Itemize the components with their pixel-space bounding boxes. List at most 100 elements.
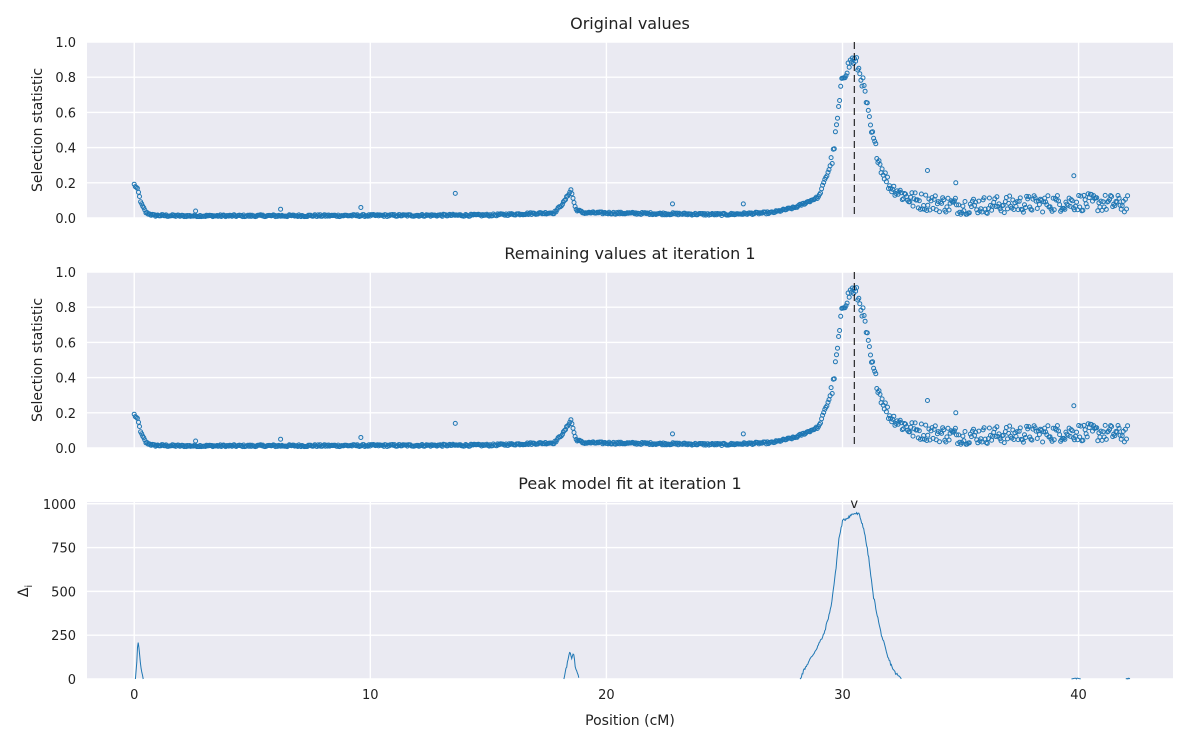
data-point xyxy=(941,427,947,433)
data-point xyxy=(1103,206,1109,212)
data-point xyxy=(994,424,1000,430)
data-point xyxy=(1014,429,1020,435)
x-tick-label: 30 xyxy=(834,688,851,703)
data-point xyxy=(956,202,962,208)
data-point xyxy=(873,141,879,147)
data-point xyxy=(1001,440,1007,446)
data-point xyxy=(871,135,877,141)
data-point xyxy=(960,203,966,209)
y-axis-label-symbol: Δ xyxy=(16,587,32,597)
data-point xyxy=(993,204,999,209)
fit-line xyxy=(563,651,580,680)
x-tick-label: 0 xyxy=(130,688,138,703)
data-point xyxy=(1000,432,1006,438)
data-point xyxy=(1024,193,1030,199)
data-point xyxy=(891,183,897,189)
data-point xyxy=(639,440,645,445)
data-point xyxy=(953,410,959,416)
data-point xyxy=(835,115,840,121)
data-point xyxy=(961,208,967,214)
data-point xyxy=(1020,209,1026,215)
data-point xyxy=(879,166,885,172)
data-point xyxy=(193,438,199,444)
data-point xyxy=(1000,202,1006,208)
data-point xyxy=(1017,425,1023,431)
data-point xyxy=(925,432,931,438)
data-point xyxy=(951,198,957,204)
fit-line xyxy=(799,511,902,680)
data-point xyxy=(909,420,915,426)
data-point xyxy=(1076,423,1082,428)
data-point xyxy=(1122,196,1128,202)
fit-line xyxy=(1125,677,1131,680)
data-point xyxy=(898,190,904,196)
data-point xyxy=(872,138,878,144)
data-point xyxy=(844,300,850,306)
data-point xyxy=(862,318,868,324)
data-point xyxy=(1022,432,1027,438)
data-point xyxy=(910,203,916,209)
data-point xyxy=(907,429,913,435)
data-point xyxy=(1061,205,1067,211)
data-point xyxy=(566,192,572,198)
y-tick-label: 750 xyxy=(51,542,76,557)
data-point xyxy=(1071,173,1077,179)
x-tick-label: 20 xyxy=(598,688,615,703)
data-point xyxy=(452,420,458,426)
data-point xyxy=(870,359,876,365)
data-point xyxy=(924,167,930,173)
data-point xyxy=(1043,199,1049,205)
data-point xyxy=(133,414,139,420)
data-point xyxy=(1061,435,1067,441)
data-point xyxy=(570,425,576,431)
data-point xyxy=(1036,202,1042,207)
data-point xyxy=(962,429,968,434)
data-point xyxy=(1109,194,1115,199)
data-point xyxy=(828,385,834,391)
data-point xyxy=(1109,424,1115,429)
data-point xyxy=(883,409,889,415)
data-point xyxy=(1108,193,1114,199)
data-point xyxy=(966,210,972,216)
data-point xyxy=(1076,193,1082,198)
y-tick-label: 250 xyxy=(51,629,76,644)
data-point xyxy=(885,404,890,410)
data-point xyxy=(973,199,979,205)
data-point xyxy=(860,305,866,311)
data-point xyxy=(864,100,870,106)
data-point xyxy=(1047,204,1053,210)
data-point xyxy=(1124,436,1129,442)
data-point xyxy=(1068,197,1074,203)
fit-lines xyxy=(134,511,1131,680)
y-axis-label: Selection statistic xyxy=(30,68,46,192)
data-point xyxy=(897,417,903,423)
data-point xyxy=(825,169,831,175)
data-point xyxy=(960,433,966,439)
gridlines xyxy=(87,502,1173,680)
data-point xyxy=(923,422,929,428)
y-tick-label: 0.4 xyxy=(55,142,76,157)
data-point xyxy=(864,330,870,336)
data-point xyxy=(900,196,906,202)
data-point xyxy=(862,88,868,94)
data-point xyxy=(912,190,918,196)
data-point xyxy=(885,174,890,180)
data-point xyxy=(865,337,871,343)
data-point xyxy=(946,207,952,213)
data-point xyxy=(856,65,862,71)
data-point xyxy=(897,187,903,193)
data-point xyxy=(966,440,972,446)
data-point xyxy=(137,424,142,429)
data-point xyxy=(502,442,508,448)
data-point xyxy=(828,155,834,161)
data-point xyxy=(821,180,827,185)
y-tick-label: 0.6 xyxy=(55,106,76,121)
data-point xyxy=(956,432,962,438)
data-point xyxy=(1026,194,1032,200)
data-point xyxy=(873,371,879,377)
data-point xyxy=(945,425,951,431)
data-point xyxy=(1115,423,1121,428)
data-point xyxy=(1119,203,1125,209)
data-point xyxy=(1094,425,1100,431)
